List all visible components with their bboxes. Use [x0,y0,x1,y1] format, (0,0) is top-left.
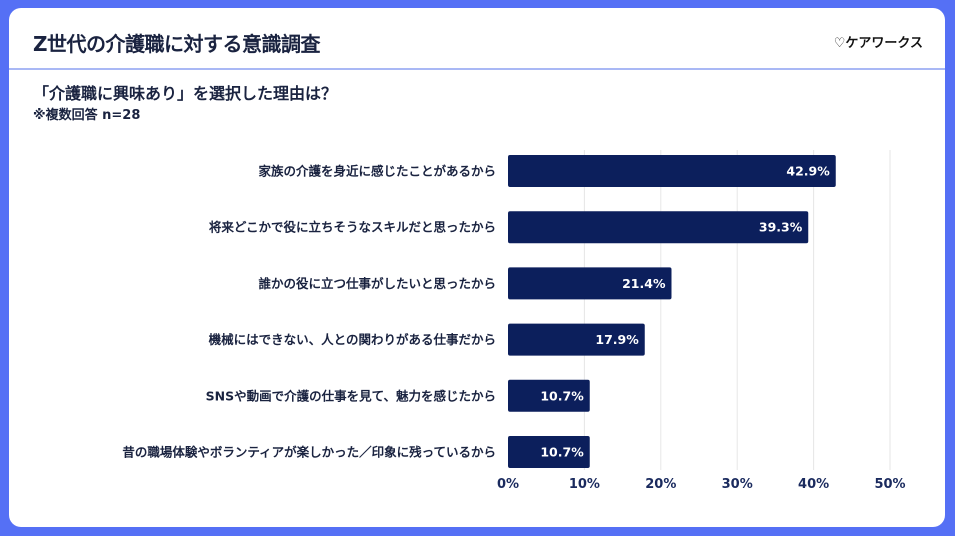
x-tick-label: 20% [645,477,676,492]
x-tick-label: 10% [569,477,600,492]
x-tick-label: 30% [722,477,753,492]
data-label: 10.7% [540,445,584,460]
category-label: 機械にはできない、人との関わりがある仕事だから [209,332,496,347]
bar [508,155,836,187]
bar [508,379,590,412]
card: Z世代の介護職に対する意識調査 ♡ケアワークス 「介護職に興味あり」を選択した理… [9,8,945,527]
divider [9,68,945,70]
category-label: SNSや動画で介護の仕事を見て、魅力を感じたから [206,388,496,403]
data-label: 17.9% [595,332,639,347]
bar [508,436,590,468]
bar [508,211,809,244]
x-tick-label: 40% [798,477,829,492]
data-label: 21.4% [622,276,666,291]
x-tick-label: 0% [497,477,519,492]
data-label: 10.7% [540,388,584,403]
brand-logo: ♡ケアワークス [833,36,923,51]
data-label: 39.3% [759,220,803,235]
category-label: 誰かの役に立つ仕事がしたいと思ったから [258,276,496,291]
page-title: Z世代の介護職に対する意識調査 [33,32,321,56]
category-label: 将来どこかで役に立ちそうなスキルだと思ったから [209,220,496,235]
category-label: 昔の職場体験やボランティアが楽しかった／印象に残っているから [122,445,496,460]
data-label: 42.9% [786,164,830,179]
chart-note: ※複数回答 n=28 [33,108,141,123]
category-label: 家族の介護を身近に感じたことがあるから [258,164,496,179]
x-tick-label: 50% [874,477,905,492]
chart-subtitle: 「介護職に興味あり」を選択した理由は？ [33,84,338,103]
bar [508,323,645,356]
bar [508,267,672,300]
